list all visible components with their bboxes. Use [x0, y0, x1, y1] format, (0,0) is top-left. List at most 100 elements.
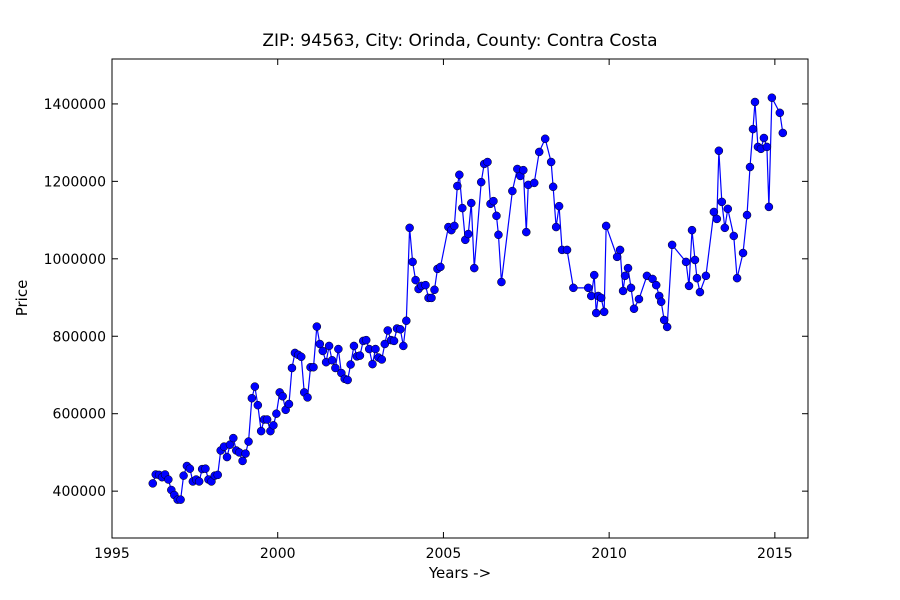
- price-marker: [648, 274, 657, 284]
- price-marker: [745, 162, 755, 172]
- price-marker: [238, 456, 247, 466]
- price-marker: [430, 285, 439, 295]
- price-marker: [464, 229, 473, 239]
- price-marker: [377, 355, 387, 364]
- price-marker: [738, 248, 748, 258]
- price-marker: [540, 134, 550, 144]
- price-marker: [455, 170, 464, 180]
- price-marker: [324, 341, 334, 351]
- price-marker: [548, 182, 558, 192]
- price-marker: [229, 433, 238, 443]
- price-marker: [164, 475, 173, 484]
- price-marker: [684, 281, 694, 291]
- price-marker: [318, 346, 328, 356]
- y-axis-label: Price: [13, 280, 31, 317]
- price-marker: [554, 201, 564, 211]
- price-marker: [244, 437, 253, 446]
- price-marker: [748, 124, 758, 134]
- x-tick-label: 1995: [94, 546, 130, 562]
- price-marker: [615, 245, 625, 255]
- price-marker: [346, 360, 355, 369]
- price-marker: [589, 270, 599, 280]
- price-marker: [272, 409, 281, 418]
- price-marker: [762, 142, 772, 152]
- price-marker: [253, 400, 263, 410]
- price-marker: [494, 230, 503, 240]
- price-marker: [213, 470, 222, 480]
- price-marker: [405, 223, 414, 233]
- price-marker: [714, 146, 724, 156]
- price-marker: [309, 362, 318, 372]
- price-marker: [489, 196, 498, 206]
- price-marker: [717, 197, 727, 207]
- price-marker: [383, 326, 392, 335]
- price-marker: [662, 322, 672, 332]
- price-marker: [327, 356, 337, 365]
- plot-frame: [111, 58, 809, 539]
- price-marker: [453, 181, 462, 191]
- price-marker: [389, 336, 399, 346]
- price-marker: [651, 280, 661, 290]
- price-marker: [361, 335, 371, 345]
- price-marker: [287, 363, 297, 373]
- price-marker: [467, 198, 476, 208]
- price-marker: [269, 421, 278, 430]
- price-marker: [399, 341, 408, 351]
- price-marker: [701, 271, 711, 281]
- price-marker: [687, 225, 697, 235]
- x-axis-label: Years ->: [428, 564, 491, 582]
- y-tick-label: 400000: [53, 484, 106, 500]
- y-tick-label: 1000000: [44, 252, 106, 268]
- price-marker: [241, 449, 250, 458]
- price-marker: [148, 479, 158, 488]
- price-marker: [562, 245, 572, 255]
- price-marker: [623, 263, 633, 273]
- price-marker: [470, 263, 479, 273]
- price-marker: [546, 157, 556, 167]
- price-marker: [331, 363, 340, 373]
- price-marker: [759, 133, 769, 143]
- price-marker: [476, 177, 486, 187]
- price-marker: [508, 186, 517, 196]
- price-marker: [458, 203, 467, 213]
- price-marker: [408, 257, 417, 267]
- price-marker: [411, 275, 420, 285]
- price-marker: [591, 308, 601, 318]
- price-marker: [775, 108, 785, 118]
- y-tick-label: 800000: [53, 329, 106, 345]
- price-marker: [601, 221, 611, 231]
- price-marker: [179, 471, 188, 480]
- price-marker: [396, 325, 405, 334]
- price-marker: [529, 178, 539, 188]
- price-marker: [185, 464, 195, 473]
- price-marker: [551, 222, 561, 232]
- price-marker: [421, 280, 430, 290]
- price-marker: [596, 293, 606, 303]
- price-marker: [176, 495, 185, 504]
- y-tick-label: 1200000: [44, 174, 106, 190]
- price-marker: [349, 341, 359, 351]
- price-marker: [194, 477, 204, 486]
- price-marker: [584, 283, 593, 293]
- price-marker: [764, 202, 774, 212]
- price-marker: [250, 382, 260, 391]
- y-tick-label: 1400000: [44, 97, 106, 113]
- price-marker: [681, 257, 691, 267]
- price-marker: [626, 283, 636, 293]
- price-marker: [720, 223, 730, 233]
- price-marker: [262, 415, 272, 424]
- chart-title: ZIP: 94563, City: Orinda, County: Contra…: [262, 31, 657, 51]
- price-marker: [620, 271, 630, 281]
- price-marker: [656, 297, 666, 307]
- price-marker: [278, 392, 287, 401]
- x-tick-label: 2015: [757, 546, 793, 562]
- price-marker: [483, 157, 492, 167]
- y-tick-label: 600000: [53, 407, 106, 423]
- price-marker: [767, 93, 777, 102]
- x-tick-label: 2010: [591, 546, 627, 562]
- price-marker: [692, 273, 702, 283]
- price-marker: [729, 231, 739, 241]
- price-marker: [629, 304, 639, 314]
